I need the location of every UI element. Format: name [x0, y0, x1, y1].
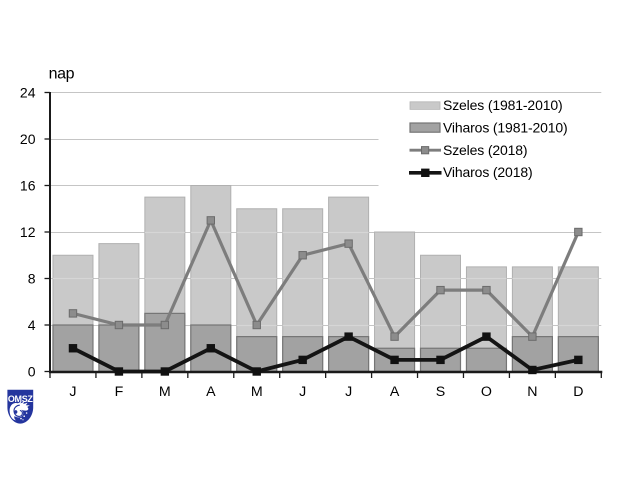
svg-text:D: D	[573, 384, 583, 400]
svg-text:Viharos (1981-2010): Viharos (1981-2010)	[443, 119, 568, 135]
svg-text:M: M	[251, 384, 263, 400]
svg-text:Viharos (2018): Viharos (2018)	[443, 164, 532, 180]
svg-text:S: S	[436, 384, 445, 400]
svg-text:M: M	[159, 384, 171, 400]
svg-text:J: J	[345, 384, 352, 400]
svg-text:O: O	[481, 384, 492, 400]
svg-text:A: A	[390, 384, 400, 400]
svg-text:J: J	[69, 384, 76, 400]
svg-text:20: 20	[20, 131, 36, 147]
svg-text:24: 24	[20, 85, 36, 101]
svg-text:16: 16	[20, 178, 36, 194]
svg-text:OMSZ: OMSZ	[8, 394, 33, 404]
svg-text:4: 4	[28, 317, 36, 333]
svg-text:12: 12	[20, 224, 36, 240]
svg-text:A: A	[206, 384, 216, 400]
svg-text:8: 8	[28, 271, 36, 287]
svg-text:Szeles (2018): Szeles (2018)	[443, 142, 527, 158]
svg-text:Szeles (1981-2010): Szeles (1981-2010)	[443, 97, 563, 113]
svg-text:N: N	[527, 384, 537, 400]
svg-text:0: 0	[28, 364, 36, 380]
svg-text:F: F	[115, 384, 124, 400]
svg-text:nap: nap	[49, 66, 75, 83]
svg-text:J: J	[299, 384, 306, 400]
